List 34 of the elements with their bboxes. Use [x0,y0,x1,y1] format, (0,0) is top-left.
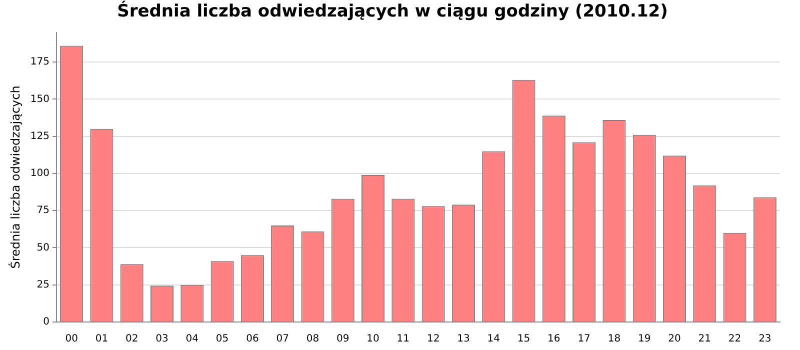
y-tick-label: 0 [43,316,50,328]
x-tick-label: 22 [728,334,742,345]
x-tick-label: 08 [306,334,320,345]
y-tick-label: 175 [30,56,50,68]
y-tick-label: 100 [30,168,50,180]
chart-title: Średnia liczba odwiedzających w ciągu godziny (2010.12) [117,0,668,22]
x-tick-label: 01 [95,334,108,345]
x-tick-label: 10 [366,334,380,345]
x-tick-label: 00 [65,334,78,345]
x-tick-label: 07 [276,334,289,345]
x-tick-label: 17 [578,334,590,345]
x-tick-label: 23 [758,334,772,345]
x-tick-label: 02 [125,334,138,345]
y-tick-label: 50 [36,242,50,254]
x-tick-label: 21 [698,334,711,345]
x-tick-label: 16 [548,334,560,345]
x-tick-label: 13 [457,334,470,345]
x-tick-label: 04 [186,334,199,345]
y-tick-label: 125 [30,130,50,142]
x-tick-label: 20 [668,334,681,345]
x-tick-label: 09 [336,334,350,345]
x-tick-label: 15 [517,334,530,345]
y-tick-label: 25 [36,279,50,290]
y-tick-label: 75 [36,205,50,216]
y-axis-title: Średnia liczba odwiedzających [7,86,22,269]
x-tick-label: 11 [396,334,410,345]
x-tick-label: 03 [156,334,168,345]
x-tick-label: 12 [426,334,440,345]
x-tick-label: 06 [246,334,259,345]
x-tick-label: 19 [638,334,651,345]
x-tick-label: 18 [608,334,621,345]
x-tick-label: 14 [487,334,500,345]
x-tick-label: 05 [216,334,229,345]
y-tick-label: 150 [30,94,50,105]
